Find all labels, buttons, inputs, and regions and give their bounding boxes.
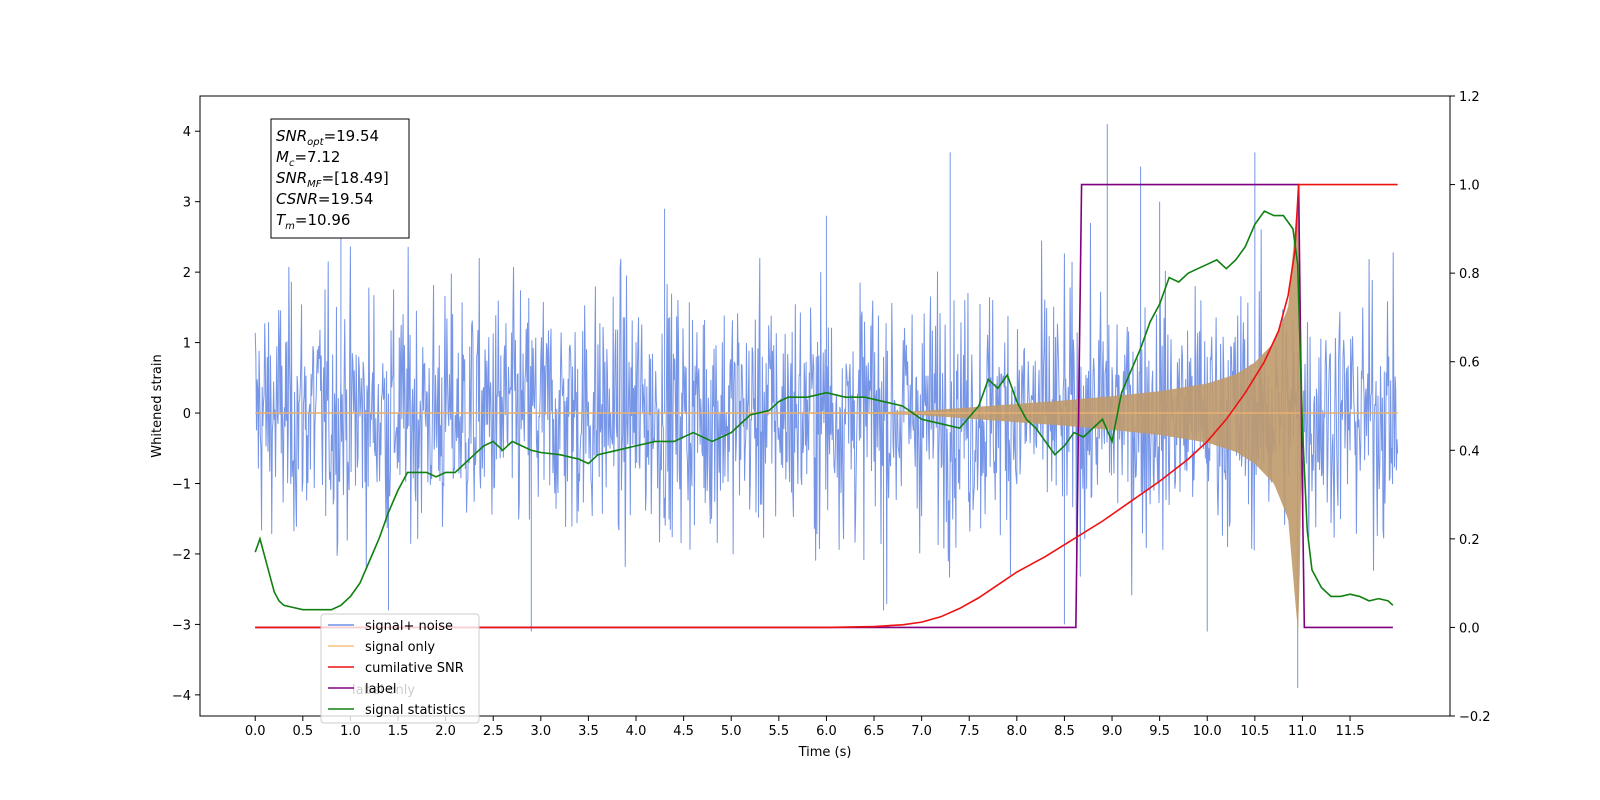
y-tick-label: −3: [172, 618, 191, 633]
signal-noise-line: [254, 124, 1399, 688]
x-tick-label: 0.5: [292, 724, 313, 739]
x-tick-label: 1.5: [388, 724, 409, 739]
x-tick-label: 5.5: [768, 724, 789, 739]
y2-tick-label: 1.2: [1459, 90, 1480, 105]
annotation-line: Mc=7.12: [276, 148, 340, 169]
legend-entry: signal+ noise: [365, 619, 453, 634]
x-tick-label: 10.0: [1193, 724, 1222, 739]
x-tick-label: 9.0: [1102, 724, 1123, 739]
y2-tick-label: 0.4: [1459, 444, 1480, 459]
y-axis-ticks: −4 −3 −2 −1 0 1 2 3 4: [172, 125, 200, 704]
x-tick-label: 2.0: [435, 724, 456, 739]
y2-axis-ticks: −0.2 0.0 0.2 0.4 0.6 0.8 1.0 1.2: [1450, 90, 1491, 725]
annotation-line: SNRopt=19.54: [276, 127, 379, 148]
x-axis-label: Time (s): [798, 745, 852, 760]
x-tick-label: 5.0: [721, 724, 742, 739]
label-line: [255, 183, 1393, 629]
stats-annotation-box: SNRopt=19.54Mc=7.12SNRMF=[18.49]CSNR=19.…: [270, 118, 410, 239]
y2-tick-label: 0.2: [1459, 533, 1480, 548]
x-tick-label: 11.5: [1336, 724, 1365, 739]
y2-tick-label: 0.8: [1459, 267, 1480, 282]
y-tick-label: −4: [172, 689, 191, 704]
x-tick-label: 10.5: [1240, 724, 1269, 739]
x-tick-label: 2.5: [483, 724, 504, 739]
x-tick-label: 8.0: [1006, 724, 1027, 739]
legend-entry: signal only: [365, 640, 435, 655]
legend-entry: signal statistics: [365, 703, 466, 718]
y-tick-label: 1: [183, 337, 191, 352]
x-tick-label: 0.0: [245, 724, 266, 739]
series-signal-only: [255, 193, 1398, 633]
cumulative-snr-line: [255, 183, 1398, 629]
legend-frame: [320, 613, 480, 724]
y-tick-label: 0: [183, 407, 191, 422]
series-lines: [254, 183, 1398, 629]
y2-tick-label: 0.6: [1459, 356, 1480, 371]
x-tick-label: 4.0: [626, 724, 647, 739]
annotation-line: Tm=10.96: [276, 211, 350, 232]
x-tick-label: 8.5: [1054, 724, 1075, 739]
x-tick-label: 3.0: [530, 724, 551, 739]
annotation-line: CSNR=19.54: [276, 190, 373, 208]
y-tick-label: 4: [183, 125, 191, 140]
x-tick-label: 3.5: [578, 724, 599, 739]
y-tick-label: 2: [183, 266, 191, 281]
y-tick-label: −2: [172, 548, 191, 563]
y-tick-label: −1: [172, 478, 191, 493]
x-tick-label: 1.0: [340, 724, 361, 739]
y-tick-label: 3: [183, 196, 191, 211]
annotation-line: SNRMF=[18.49]: [276, 169, 389, 190]
legend-entry: cumilative SNR: [365, 661, 464, 676]
annotation-frame: [270, 118, 410, 239]
y-axis-label: Whitened strain: [150, 354, 165, 457]
x-tick-label: 6.0: [816, 724, 837, 739]
x-tick-label: 11.0: [1288, 724, 1317, 739]
y2-tick-label: 0.0: [1459, 621, 1480, 636]
x-tick-label: 9.5: [1149, 724, 1170, 739]
legend-entry: label: [365, 682, 396, 697]
x-tick-label: 4.5: [673, 724, 694, 739]
x-tick-label: 6.5: [864, 724, 885, 739]
series-signal-noise: [254, 124, 1399, 688]
plot-frame: [199, 95, 1451, 717]
x-tick-label: 7.0: [911, 724, 932, 739]
x-axis-ticks: 0.0 0.5 1.0 1.5 2.0 2.5 3.0 3.5 4.0 4.5 5.0 5.5 6.0 6…: [245, 716, 1365, 739]
x-tick-label: 7.5: [959, 724, 980, 739]
y2-tick-label: −0.2: [1459, 710, 1491, 725]
signal-statistics-line: [254, 210, 1394, 611]
y2-tick-label: 1.0: [1459, 179, 1480, 194]
